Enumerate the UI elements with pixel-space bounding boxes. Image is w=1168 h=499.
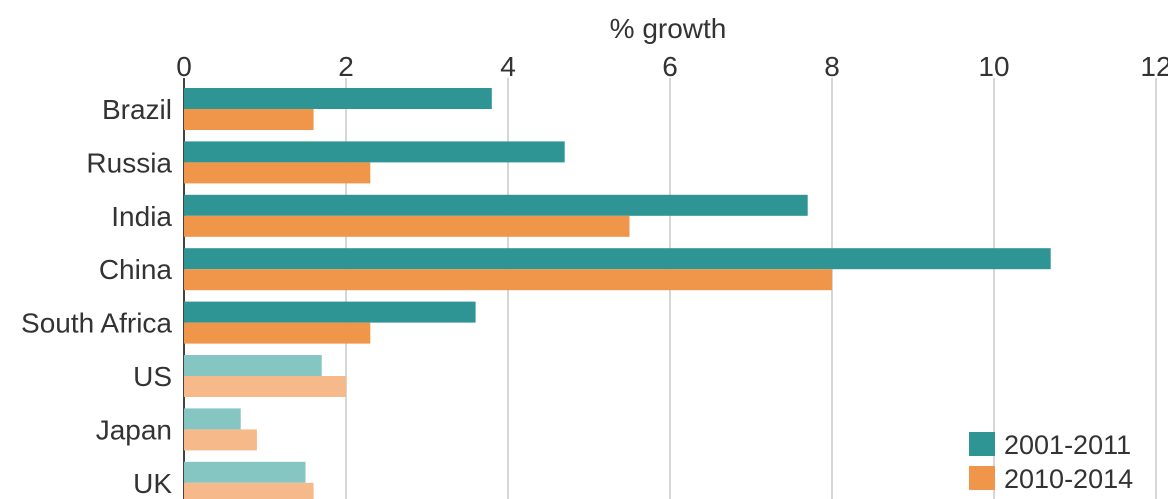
x-tick-label: 12 <box>1140 51 1168 82</box>
bar-japan-2010-2014 <box>184 429 257 451</box>
category-label: US <box>133 361 172 392</box>
bar-japan-2001-2011 <box>184 408 241 430</box>
bar-china-2001-2011 <box>184 248 1051 270</box>
x-tick-label: 6 <box>662 51 678 82</box>
bar-india-2010-2014 <box>184 215 630 237</box>
legend-label-2010-2014: 2010-2014 <box>1004 464 1133 494</box>
bar-brazil-2001-2011 <box>184 88 492 109</box>
bar-brazil-2010-2014 <box>184 109 314 130</box>
x-tick-label: 8 <box>824 51 840 82</box>
category-label: Russia <box>86 147 172 178</box>
category-label: Japan <box>96 414 172 445</box>
x-tick-labels: 0 2 4 6 8 10 12 <box>176 51 1168 82</box>
category-label: UK <box>133 468 172 499</box>
legend-swatch-2010-2014 <box>969 466 995 490</box>
x-tick-label: 0 <box>176 51 192 82</box>
bar-china-2010-2014 <box>184 269 832 291</box>
category-label: Brazil <box>102 94 172 125</box>
legend: 2001-2011 2010-2014 <box>969 430 1133 494</box>
x-tick-label: 4 <box>500 51 516 82</box>
bar-uk-2010-2014 <box>184 482 314 499</box>
bar-south-africa-2010-2014 <box>184 322 371 344</box>
bar-russia-2001-2011 <box>184 141 565 163</box>
bar-russia-2010-2014 <box>184 162 371 184</box>
category-label: China <box>99 254 173 285</box>
x-axis-title: % growth <box>610 13 727 44</box>
x-tick-label: 2 <box>338 51 354 82</box>
bar-us-2010-2014 <box>184 376 346 397</box>
x-tick-label: 10 <box>978 51 1009 82</box>
category-labels: Brazil Russia India China South Africa US Japa… <box>21 94 172 499</box>
legend-label-2001-2011: 2001-2011 <box>1004 430 1131 460</box>
bar-south-africa-2001-2011 <box>184 301 476 323</box>
bars <box>184 88 1051 499</box>
category-label: India <box>111 201 172 232</box>
bar-india-2001-2011 <box>184 194 808 216</box>
bar-uk-2001-2011 <box>184 461 306 483</box>
category-label: South Africa <box>21 308 172 339</box>
legend-swatch-2001-2011 <box>969 432 995 456</box>
bar-us-2001-2011 <box>184 355 322 376</box>
